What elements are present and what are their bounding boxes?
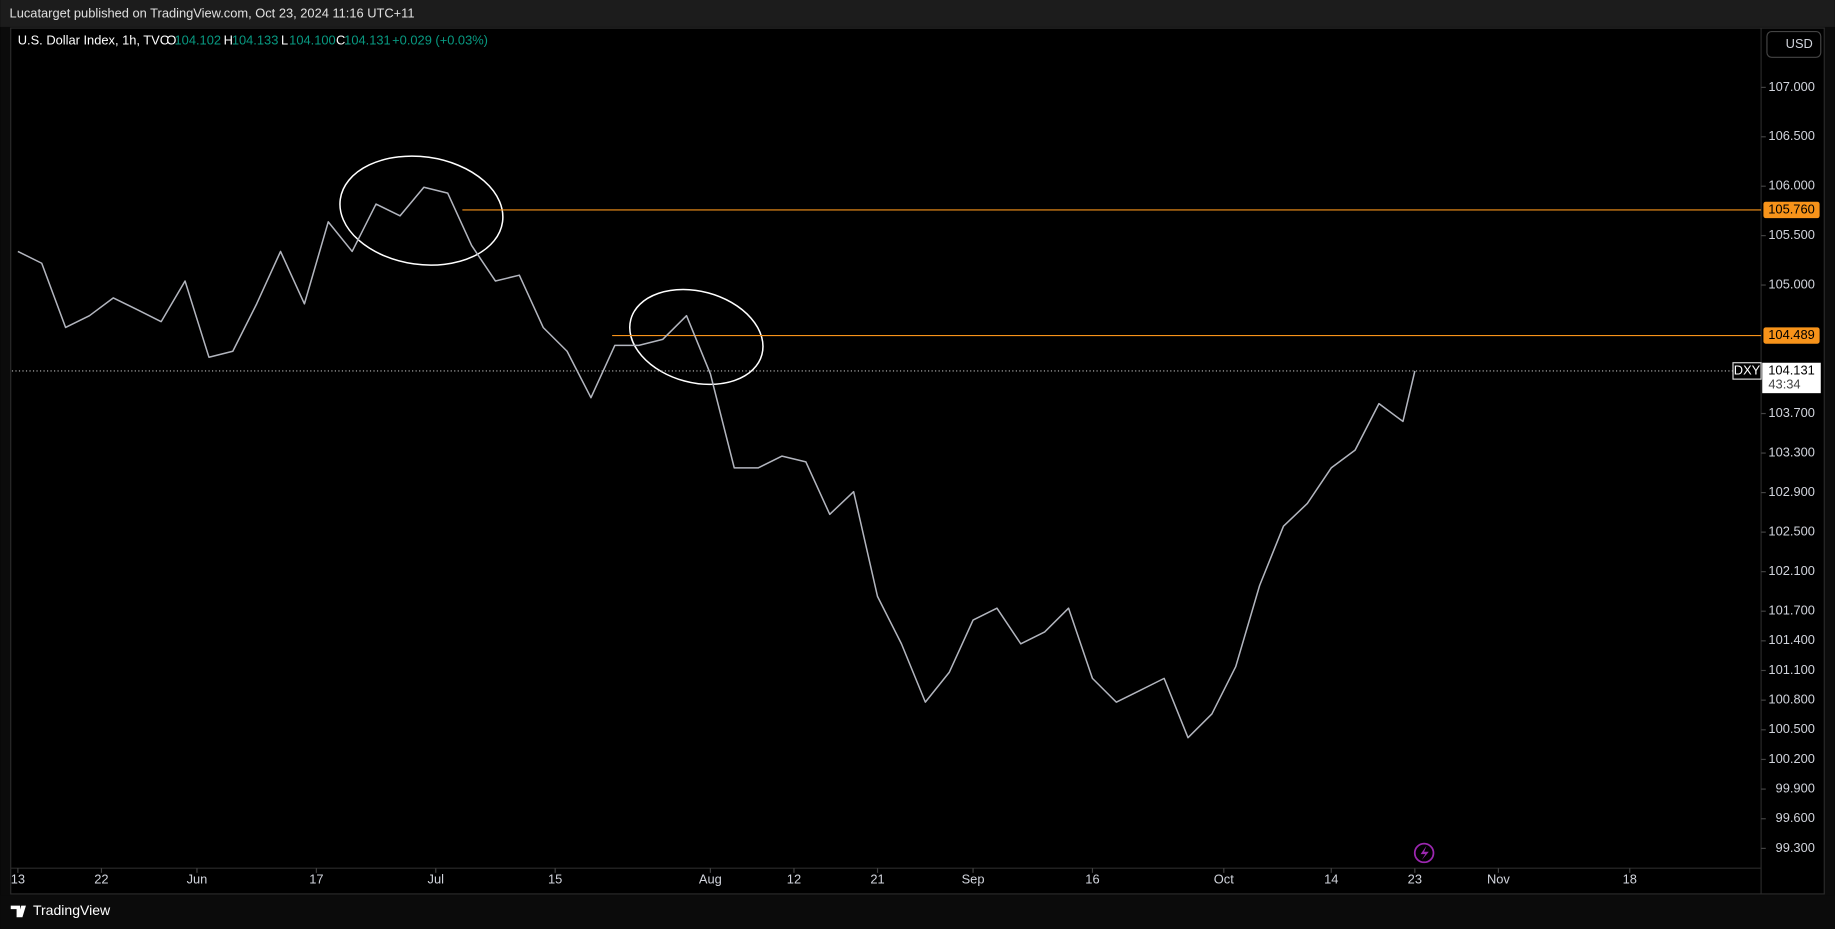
- footer: TradingView: [33, 902, 111, 918]
- x-tick-label: 14: [1324, 871, 1338, 886]
- currency[interactable]: USD: [1786, 36, 1813, 51]
- y-tick-label: 100.800: [1768, 692, 1814, 707]
- x-tick-label: Nov: [1487, 871, 1510, 886]
- countdown-label: 43:34: [1768, 376, 1800, 391]
- x-tick-label: 21: [870, 871, 884, 886]
- currency-button[interactable]: [1766, 31, 1822, 58]
- y-tick-label: 105.000: [1768, 276, 1814, 291]
- y-tick-label: 103.700: [1768, 405, 1814, 420]
- y-tick-label: 101.700: [1768, 603, 1814, 618]
- y-tick-label: 103.300: [1768, 444, 1814, 459]
- ohlc-value: 104.100: [289, 32, 335, 47]
- header: Lucatarget published on TradingView.com,…: [10, 5, 415, 20]
- ohlc-value: 104.102: [175, 32, 221, 47]
- x-tick-label: Aug: [699, 871, 722, 886]
- y-tick-label: 102.100: [1768, 563, 1814, 578]
- symbol-box: [1732, 362, 1762, 380]
- y-tick-label: 102.900: [1768, 484, 1814, 499]
- y-tick-label: 99.300: [1776, 840, 1815, 855]
- x-tick-label: Oct: [1214, 871, 1234, 886]
- ohlc-value: 104.133: [232, 32, 278, 47]
- x-tick-label: 16: [1085, 871, 1099, 886]
- x-tick-label: 23: [1408, 871, 1422, 886]
- symbol-label: DXY: [1734, 362, 1761, 377]
- x-tick-label: Jul: [428, 871, 444, 886]
- drawing-circle: [339, 155, 504, 266]
- footer-bar: [0, 895, 1835, 929]
- level-label-box: [1763, 201, 1820, 219]
- ohlc-key: O: [166, 32, 176, 47]
- level-label: 105.760: [1768, 201, 1814, 216]
- y-tick-label: 107.000: [1768, 79, 1814, 94]
- x-tick-label: 18: [1623, 871, 1637, 886]
- footer-logo: [10, 905, 26, 918]
- y-tick-label: 100.500: [1768, 721, 1814, 736]
- x-tick-label: Sep: [962, 871, 985, 886]
- alert-icon-bolt: [1420, 845, 1429, 860]
- alert-icon[interactable]: [1413, 842, 1435, 864]
- top-bar: [0, 0, 1835, 27]
- plot-frame: [10, 27, 1825, 895]
- last-price-box: [1762, 362, 1821, 394]
- price-line: [17, 186, 1416, 739]
- y-tick-label: 105.500: [1768, 227, 1814, 242]
- chart-title: U.S. Dollar Index, 1h, TVC: [18, 32, 169, 47]
- y-tick-label: 101.400: [1768, 632, 1814, 647]
- ohlc-key: L: [281, 32, 288, 47]
- ohlc-key: C: [336, 32, 345, 47]
- y-tick-label: 100.200: [1768, 751, 1814, 766]
- ohlc-key: H: [224, 32, 233, 47]
- drawing-circle: [629, 288, 764, 386]
- x-tick-label: 12: [787, 871, 801, 886]
- x-tick-label: 17: [309, 871, 323, 886]
- y-tick-label: 99.600: [1776, 810, 1815, 825]
- ohlc-change: +0.029 (+0.03%): [392, 32, 488, 47]
- x-tick-label: 22: [94, 871, 108, 886]
- x-tick-label: 15: [548, 871, 562, 886]
- level-label: 104.489: [1768, 327, 1814, 342]
- y-tick-label: 106.500: [1768, 128, 1814, 143]
- last-price-label: 104.131: [1768, 362, 1814, 377]
- level-label-box: [1763, 327, 1820, 344]
- ohlc-value: 104.131: [344, 32, 390, 47]
- x-tick-label: 13: [11, 871, 25, 886]
- y-tick-label: 106.000: [1768, 178, 1814, 193]
- y-tick-label: 102.500: [1768, 524, 1814, 539]
- y-tick-label: 99.900: [1776, 780, 1815, 795]
- y-tick-label: 101.100: [1768, 662, 1814, 677]
- x-tick-label: Jun: [187, 871, 208, 886]
